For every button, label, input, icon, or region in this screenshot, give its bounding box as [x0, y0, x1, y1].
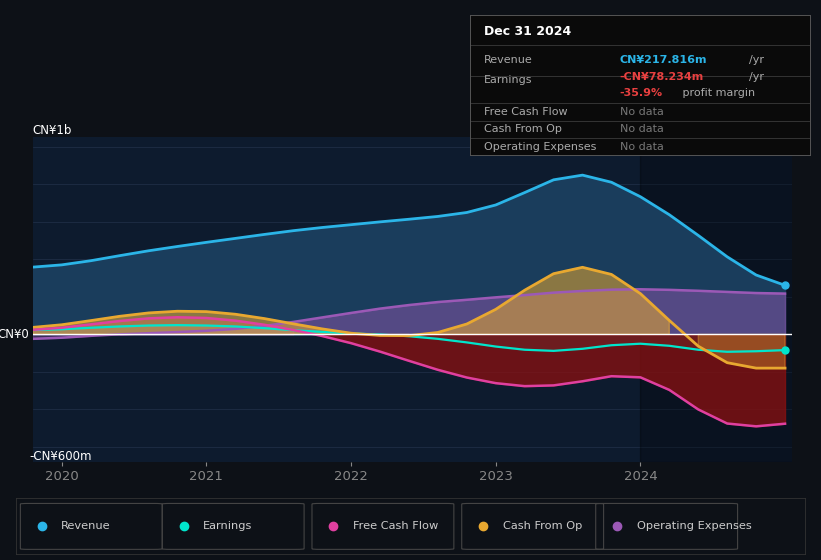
Bar [640, 137, 800, 462]
Text: Cash From Op: Cash From Op [484, 124, 562, 134]
Text: CN¥1b: CN¥1b [33, 124, 72, 137]
Text: Operating Expenses: Operating Expenses [484, 142, 596, 152]
Text: No data: No data [620, 108, 663, 117]
Text: /yr: /yr [749, 72, 764, 82]
Text: CN¥0: CN¥0 [0, 328, 29, 341]
Text: Free Cash Flow: Free Cash Flow [353, 521, 438, 531]
Text: Cash From Op: Cash From Op [502, 521, 582, 531]
Text: profit margin: profit margin [679, 88, 755, 99]
Text: Revenue: Revenue [484, 55, 532, 65]
Text: Dec 31 2024: Dec 31 2024 [484, 25, 571, 38]
Text: No data: No data [620, 142, 663, 152]
Text: Revenue: Revenue [62, 521, 111, 531]
Text: -CN¥600m: -CN¥600m [29, 450, 92, 463]
Text: Free Cash Flow: Free Cash Flow [484, 108, 567, 117]
Text: -35.9%: -35.9% [620, 88, 663, 99]
Text: Earnings: Earnings [484, 75, 532, 85]
Text: /yr: /yr [749, 55, 764, 65]
Text: CN¥217.816m: CN¥217.816m [620, 55, 707, 65]
Text: No data: No data [620, 124, 663, 134]
Text: Earnings: Earnings [204, 521, 253, 531]
Text: Operating Expenses: Operating Expenses [637, 521, 751, 531]
Text: -CN¥78.234m: -CN¥78.234m [620, 72, 704, 82]
